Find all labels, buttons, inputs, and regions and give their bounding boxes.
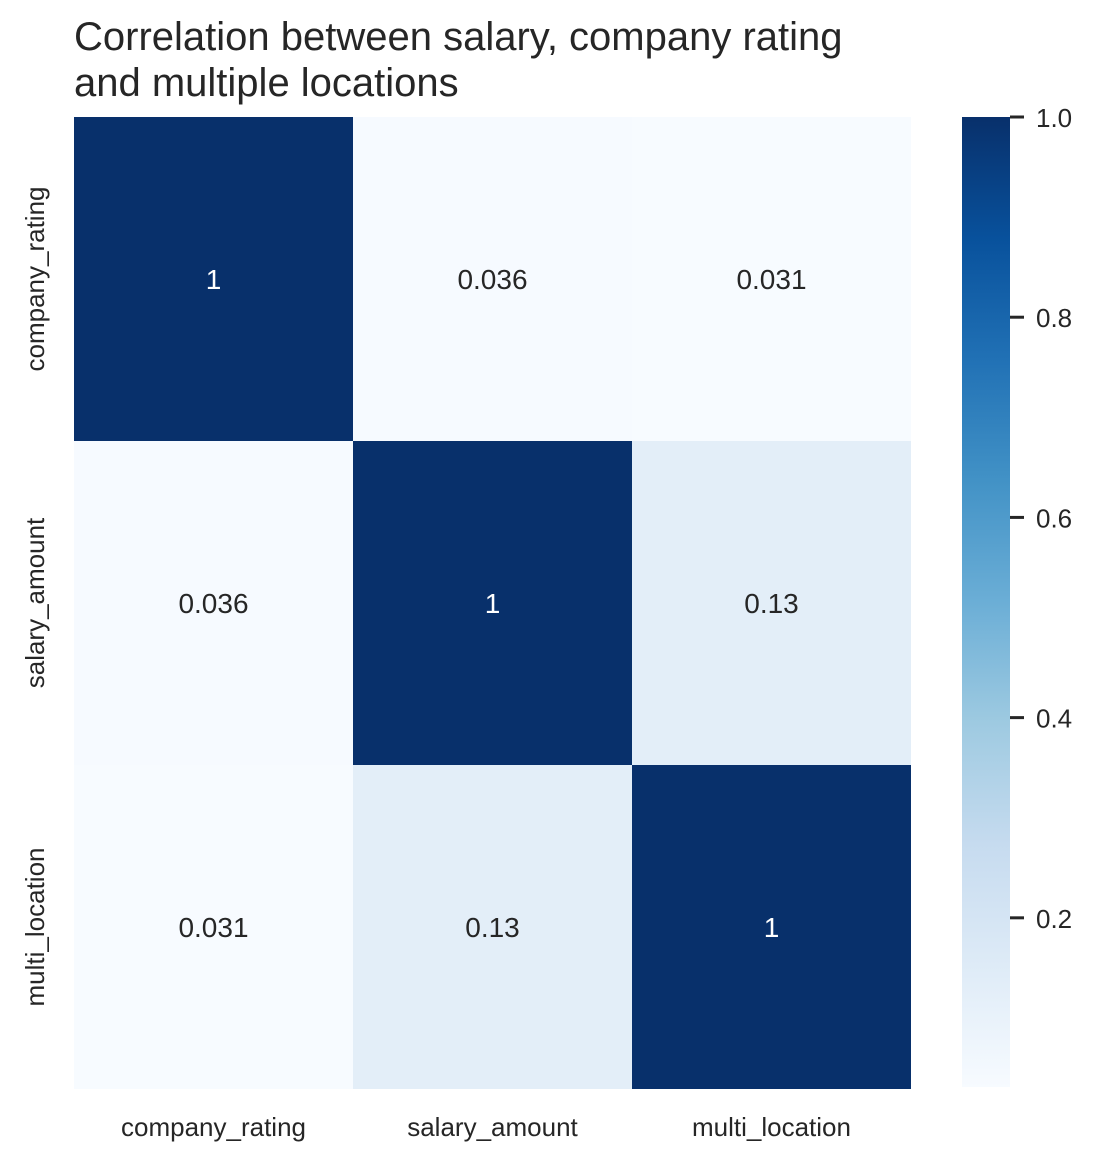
heatmap-cell-r1-c2 — [632, 441, 911, 765]
cell-annotation-r0-c2: 0.031 — [736, 264, 806, 295]
cell-annotation-r2-c0: 0.031 — [178, 912, 248, 943]
heatmap-cell-r1-c0 — [74, 441, 353, 765]
heatmap-cell-r2-c1 — [353, 765, 632, 1089]
heatmap-cell-r0-c0 — [74, 117, 353, 441]
heatmap-cell-r2-c2 — [632, 765, 911, 1089]
heatmap-cell-r0-c2 — [632, 117, 911, 441]
heatmap-cell-r1-c1 — [353, 441, 632, 765]
colorbar-tick-label-0: 0.2 — [1036, 904, 1072, 934]
cell-annotation-r2-c2: 1 — [764, 912, 780, 943]
cell-annotation-r0-c0: 1 — [206, 264, 222, 295]
colorbar-tick-label-4: 1.0 — [1036, 103, 1072, 133]
colorbar-tick-label-3: 0.8 — [1036, 303, 1072, 333]
heatmap-cell-r2-c0 — [74, 765, 353, 1089]
y-tick-label-1: salary_amount — [20, 517, 50, 688]
cell-annotation-r2-c1: 0.13 — [465, 912, 520, 943]
chart-title-line-2: and multiple locations — [74, 61, 459, 105]
cell-annotation-r1-c0: 0.036 — [178, 588, 248, 619]
colorbar-tick-label-1: 0.4 — [1036, 704, 1072, 734]
x-tick-label-1: salary_amount — [407, 1112, 578, 1142]
y-tick-label-2: multi_location — [20, 848, 50, 1007]
cell-annotation-r0-c1: 0.036 — [457, 264, 527, 295]
cell-annotation-r1-c1: 1 — [485, 588, 501, 619]
x-tick-label-2: multi_location — [692, 1112, 851, 1142]
heatmap-cell-r0-c1 — [353, 117, 632, 441]
cell-annotation-r1-c2: 0.13 — [744, 588, 799, 619]
chart-title-line-1: Correlation between salary, company rati… — [74, 15, 843, 59]
x-tick-label-0: company_rating — [121, 1112, 306, 1142]
y-tick-label-0: company_rating — [20, 187, 50, 372]
colorbar — [962, 117, 1010, 1087]
colorbar-tick-label-2: 0.6 — [1036, 503, 1072, 533]
